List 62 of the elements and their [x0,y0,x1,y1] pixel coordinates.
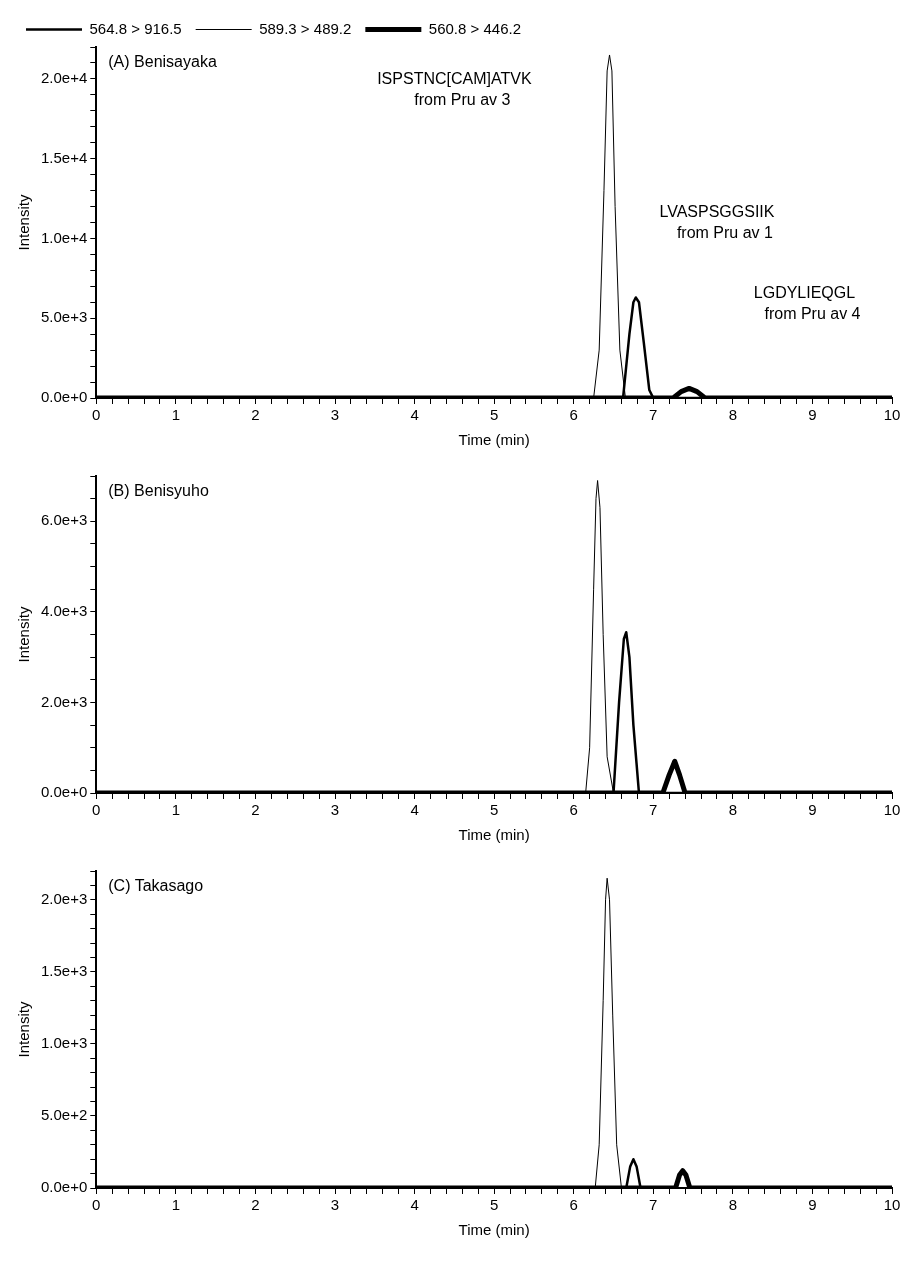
x-tick-label: 1 [171,406,181,424]
chart-title: (C) Takasago [108,877,204,895]
y-tick-label: 1.5e+4 [41,148,88,166]
x-tick-label: 3 [330,1196,340,1214]
x-axis-title: Time (min) [458,826,530,844]
x-tick-label: 0 [92,1196,101,1214]
annotation: ISPSTNC[CAM]ATVK from Pru av 3 [377,69,532,108]
y-tick-label: 1.0e+4 [41,228,88,246]
x-tick-label: 9 [808,801,817,819]
x-tick-label: 6 [569,1196,578,1214]
x-tick-label: 6 [569,801,578,819]
y-axis-title: Intensity [15,194,33,251]
x-tick-label: 1 [171,1196,181,1214]
x-tick-label: 7 [649,406,658,424]
x-tick-label: 5 [489,406,499,424]
y-tick-label: 0.0e+0 [41,388,88,406]
x-tick-label: 7 [649,1196,658,1214]
x-tick-label: 10 [883,801,901,819]
x-tick-label: 1 [171,801,181,819]
x-axis-title: Time (min) [458,1221,530,1239]
y-tick-label: 2.0e+3 [41,692,88,710]
y-tick-label: 6.0e+3 [41,511,88,529]
x-tick-label: 3 [330,801,340,819]
y-tick-label: 5.0e+2 [41,1106,88,1124]
x-tick-label: 10 [883,1196,901,1214]
x-axis-title: Time (min) [458,431,530,449]
annotation: LGDYLIEQGL from Pru av 4 [753,284,861,323]
x-tick-label: 5 [489,801,499,819]
y-tick-label: 5.0e+3 [41,308,88,326]
y-tick-label: 1.5e+3 [41,962,88,979]
legend-label: 589.3 > 489.2 [259,19,352,37]
x-tick-label: 4 [410,406,419,424]
x-tick-label: 2 [251,801,260,819]
x-tick-label: 8 [728,801,738,819]
x-tick-label: 3 [330,406,340,424]
legend-label: 564.8 > 916.5 [89,19,182,37]
x-tick-label: 4 [410,801,419,819]
x-tick-label: 4 [410,1196,419,1214]
x-tick-label: 8 [728,406,738,424]
x-tick-label: 5 [489,1196,499,1214]
y-tick-label: 0.0e+0 [41,1178,88,1196]
y-tick-label: 2.0e+3 [41,889,88,907]
x-tick-label: 8 [728,1196,738,1214]
x-tick-label: 10 [883,406,901,424]
x-tick-label: 7 [649,801,658,819]
annotation: LVASPSGGSIIK from Pru av 1 [659,203,775,242]
x-tick-label: 2 [251,1196,260,1214]
x-tick-label: 0 [92,406,101,424]
y-tick-label: 4.0e+3 [41,602,88,619]
legend-label: 560.8 > 446.2 [428,19,522,37]
x-tick-label: 0 [92,801,101,819]
y-tick-label: 2.0e+4 [41,69,88,87]
x-tick-label: 9 [808,1196,817,1214]
y-tick-label: 0.0e+0 [41,783,88,801]
x-tick-label: 2 [251,406,260,424]
y-tick-label: 1.0e+3 [41,1034,88,1052]
x-tick-label: 9 [808,406,817,424]
x-tick-label: 6 [569,406,578,424]
chart-title: (B) Benisyuho [108,482,209,500]
chart-title: (A) Benisayaka [108,53,217,71]
y-axis-title: Intensity [15,606,33,663]
y-axis-title: Intensity [15,1001,33,1058]
